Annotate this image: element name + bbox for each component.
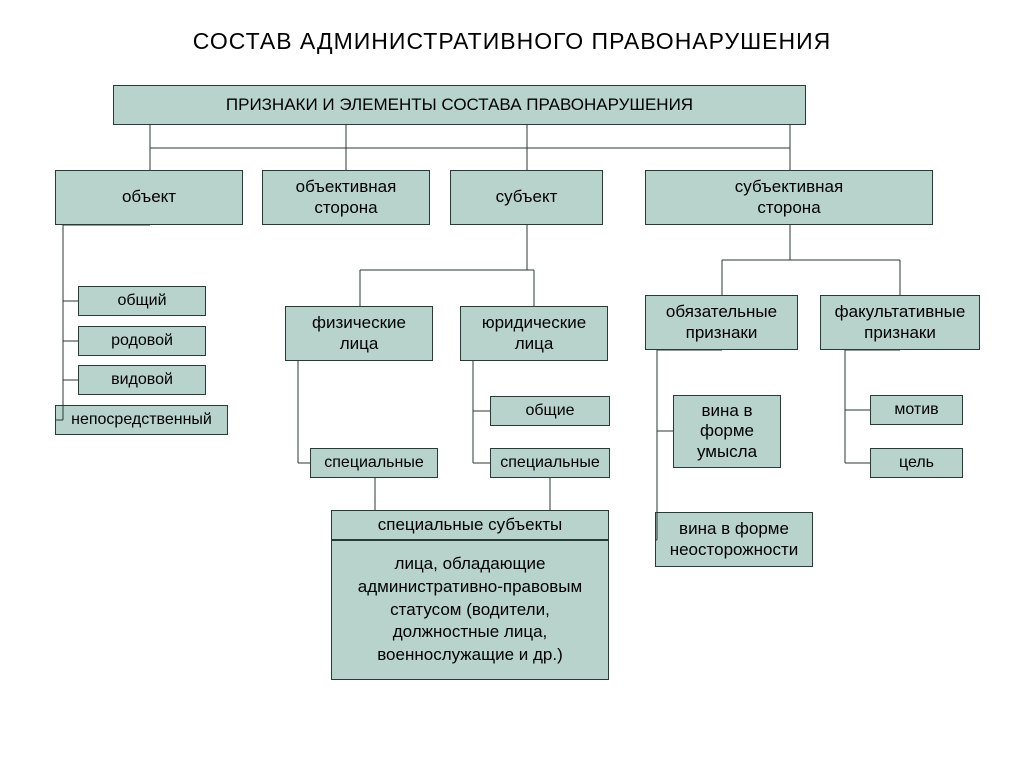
subj-spec-subj: специальные субъекты — [331, 510, 609, 540]
subj-gen-legal: общие — [490, 396, 610, 426]
obj-direct: непосредственный — [55, 405, 228, 435]
l1-obj-side: объективная сторона — [262, 170, 430, 225]
obj-species: видовой — [78, 365, 206, 395]
ss-negligence: вина в форме неосторожности — [655, 512, 813, 567]
l1-object: объект — [55, 170, 243, 225]
subj-phys: физические лица — [285, 306, 433, 361]
ss-motive: мотив — [870, 395, 963, 425]
subj-legal: юридические лица — [460, 306, 608, 361]
obj-generic: родовой — [78, 326, 206, 356]
l1-subject: субъект — [450, 170, 603, 225]
page-title: СОСТАВ АДМИНИСТРАТИВНОГО ПРАВОНАРУШЕНИЯ — [0, 0, 1024, 71]
obj-general: общий — [78, 286, 206, 316]
subj-spec-desc: лица, обладающие административно-правовы… — [331, 540, 609, 680]
ss-goal: цель — [870, 448, 963, 478]
ss-optional: факультативные признаки — [820, 295, 980, 350]
ss-intent: вина в форме умысла — [673, 395, 781, 468]
ss-mandatory: обязательные признаки — [645, 295, 798, 350]
root-box: ПРИЗНАКИ И ЭЛЕМЕНТЫ СОСТАВА ПРАВОНАРУШЕН… — [113, 85, 806, 125]
subj-spec-legal: специальные — [490, 448, 610, 478]
l1-subj-side: субъективная сторона — [645, 170, 933, 225]
subj-spec-phys: специальные — [310, 448, 438, 478]
